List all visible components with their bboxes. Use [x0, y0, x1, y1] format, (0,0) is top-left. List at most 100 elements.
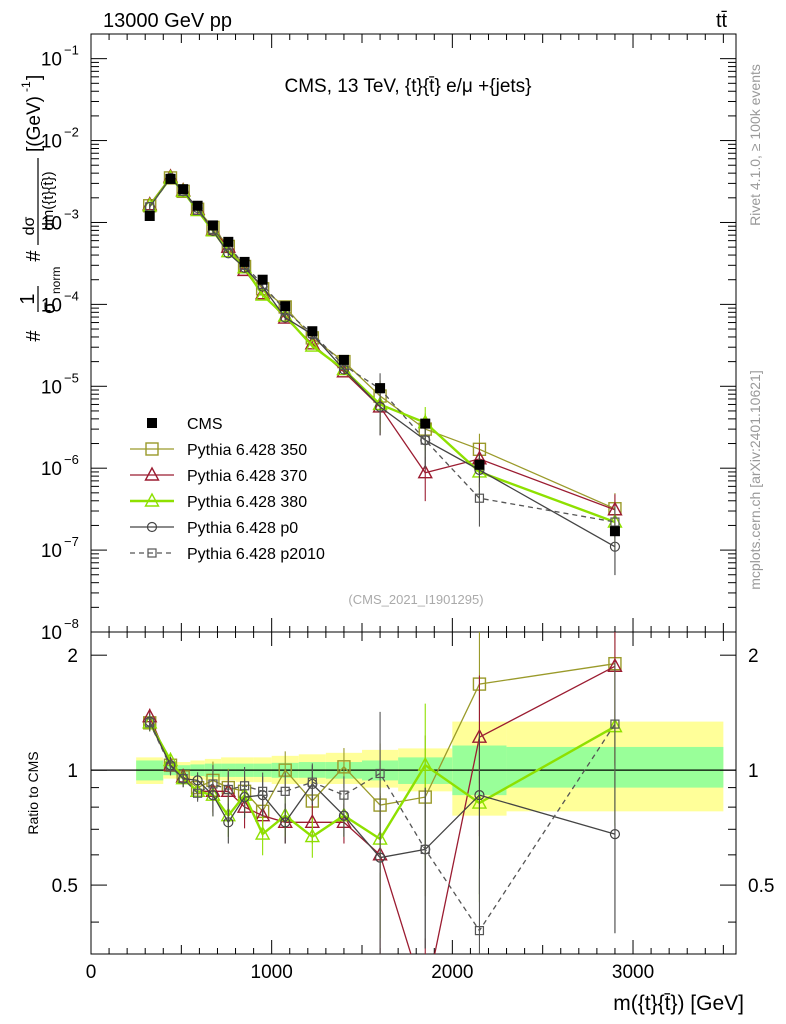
- main-axis-ticks: 10−810−710−610−510−410−310−210−1: [41, 33, 736, 644]
- main-point-cms: [223, 236, 234, 247]
- ylabel-hash-2: #: [23, 250, 45, 262]
- legend-marker-p2010: [147, 548, 157, 558]
- main-point-cms: [375, 383, 386, 394]
- main-y-tick-label: 10: [41, 459, 62, 480]
- x-tick-label: 3000: [612, 962, 654, 983]
- main-y-tick-label: 10: [41, 377, 62, 398]
- ratio-point-p380: [254, 825, 271, 840]
- legend-marker-p0: [146, 521, 158, 533]
- main-point-p380: [304, 337, 320, 352]
- legend-marker-cms: [147, 418, 157, 428]
- main-y-tick-label: 10: [41, 623, 62, 644]
- ratio-point-p380: [304, 828, 320, 843]
- main-y-tick-label: 10: [41, 213, 62, 234]
- rivet-version-label: Rivet 4.1.0, ≥ 100k events: [747, 64, 763, 226]
- ratio-y-tick-label-left: 0.5: [52, 876, 78, 897]
- main-point-cms: [280, 301, 291, 312]
- main-y-tick-exponent: −7: [64, 534, 79, 549]
- ratio-panel-frame: [90, 631, 737, 955]
- ratio-point-p2010: [474, 926, 485, 936]
- main-point-cms: [257, 274, 268, 285]
- legend-marker-p380: [144, 492, 160, 507]
- main-point-p2010: [145, 202, 155, 212]
- legend-label-p370: Pythia 6.428 370: [187, 468, 307, 485]
- ratio-point-p2010: [178, 774, 188, 784]
- ratio-point-p2010: [375, 768, 385, 779]
- ratio-point-p2010: [610, 719, 620, 729]
- x-tick-label: 0: [86, 962, 97, 983]
- ylabel-one: 1: [17, 293, 39, 304]
- ratio-y-tick-label-left: 1: [67, 761, 78, 782]
- legend: CMS Pythia 6.428 350 Pythia 6.428 370 Pythi…: [130, 416, 325, 563]
- ratio-point-p2010: [307, 777, 317, 787]
- ratio-point-p2010: [165, 762, 176, 772]
- main-y-axis-label: # 1 σ norm # dσ dm({t}{t̄}) [(GeV) -1 ]: [17, 75, 63, 342]
- main-y-tick-exponent: −1: [64, 43, 79, 58]
- ylabel-close: ]: [24, 75, 45, 80]
- main-y-tick-label: 10: [41, 295, 62, 316]
- header-process-label: tt̄: [716, 10, 728, 32]
- ylabel-dm: dm({t}{t̄}): [40, 171, 57, 230]
- legend-marker-p370: [144, 466, 160, 481]
- x-axis-label: m({t}{t̄}) [GeV]: [613, 992, 744, 1015]
- main-y-tick-label: 10: [41, 50, 62, 71]
- ratio-point-p0: [280, 817, 291, 828]
- ratio-point-p2010: [208, 779, 218, 789]
- main-y-tick-label: 10: [41, 132, 62, 153]
- ratio-point-p370: [419, 993, 432, 1005]
- ratio-point-p0: [223, 817, 234, 828]
- ratio-point-p2010: [239, 781, 250, 791]
- ratio-point-p2010: [339, 790, 349, 800]
- main-point-cms: [420, 418, 431, 429]
- main-plot-title: CMS, 13 TeV, {t}{t̄} e/μ +{jets}: [284, 76, 531, 97]
- x-tick-label: 2000: [431, 962, 473, 983]
- ratio-y-tick-label-right: 1: [748, 761, 759, 782]
- ratio-axis-ticks: 0.5 0.5 1 1 2 2 0 1000 2000 3000: [52, 632, 774, 983]
- ratio-point-p2010: [223, 784, 233, 795]
- main-point-cms: [338, 354, 349, 365]
- main-y-tick-exponent: −3: [64, 206, 79, 221]
- ratio-point-p2010: [420, 844, 430, 855]
- main-y-tick-exponent: −4: [64, 288, 79, 303]
- ylabel-exponent: -1: [19, 81, 33, 92]
- main-point-cms: [307, 326, 318, 337]
- main-point-p2010: [474, 493, 485, 503]
- main-point-cms: [165, 173, 176, 184]
- mcplots-label: mcplots.cern.ch [arXiv:2401.10621]: [747, 370, 763, 589]
- legend-label-p2010: Pythia 6.428 p2010: [187, 546, 325, 563]
- main-point-p380: [254, 286, 271, 301]
- analysis-watermark: (CMS_2021_I1901295): [348, 592, 483, 607]
- main-series-layer: [142, 168, 623, 576]
- main-y-tick-exponent: −5: [64, 370, 79, 385]
- ratio-point-p0: [474, 790, 485, 801]
- main-point-cms: [609, 526, 620, 537]
- legend-label-p380: Pythia 6.428 380: [187, 494, 307, 511]
- ylabel-norm: norm: [49, 267, 63, 294]
- ratio-point-p2010: [280, 786, 290, 796]
- ratio-y-axis-label: Ratio to CMS: [25, 751, 41, 834]
- ratio-point-p380: [417, 756, 433, 771]
- main-y-tick-exponent: −2: [64, 125, 79, 140]
- main-point-p370: [336, 363, 352, 378]
- ratio-point-p350: [337, 760, 351, 774]
- main-y-tick-exponent: −6: [64, 452, 79, 467]
- ylabel-sigma: σ: [39, 302, 60, 314]
- main-point-cms: [178, 184, 189, 195]
- main-point-cms: [144, 210, 155, 221]
- ratio-y-tick-label-right: 0.5: [748, 876, 774, 897]
- main-point-p370: [417, 464, 433, 479]
- x-tick-label: 1000: [251, 962, 293, 983]
- ratio-y-tick-label-right: 2: [748, 646, 759, 667]
- main-point-p2010: [610, 517, 620, 527]
- ratio-y-tick-label-left: 2: [67, 646, 78, 667]
- header-energy-label: 13000 GeV pp: [103, 10, 232, 32]
- main-panel-frame: [90, 33, 737, 633]
- legend-label-cms: CMS: [187, 416, 223, 433]
- main-point-cms: [192, 200, 203, 211]
- main-point-p0: [223, 248, 234, 259]
- legend-label-p0: Pythia 6.428 p0: [187, 520, 298, 537]
- main-point-cms: [474, 459, 485, 470]
- main-y-tick-exponent: −8: [64, 616, 79, 631]
- legend-label-p350: Pythia 6.428 350: [187, 442, 307, 459]
- ratio-point-p2010: [145, 718, 155, 728]
